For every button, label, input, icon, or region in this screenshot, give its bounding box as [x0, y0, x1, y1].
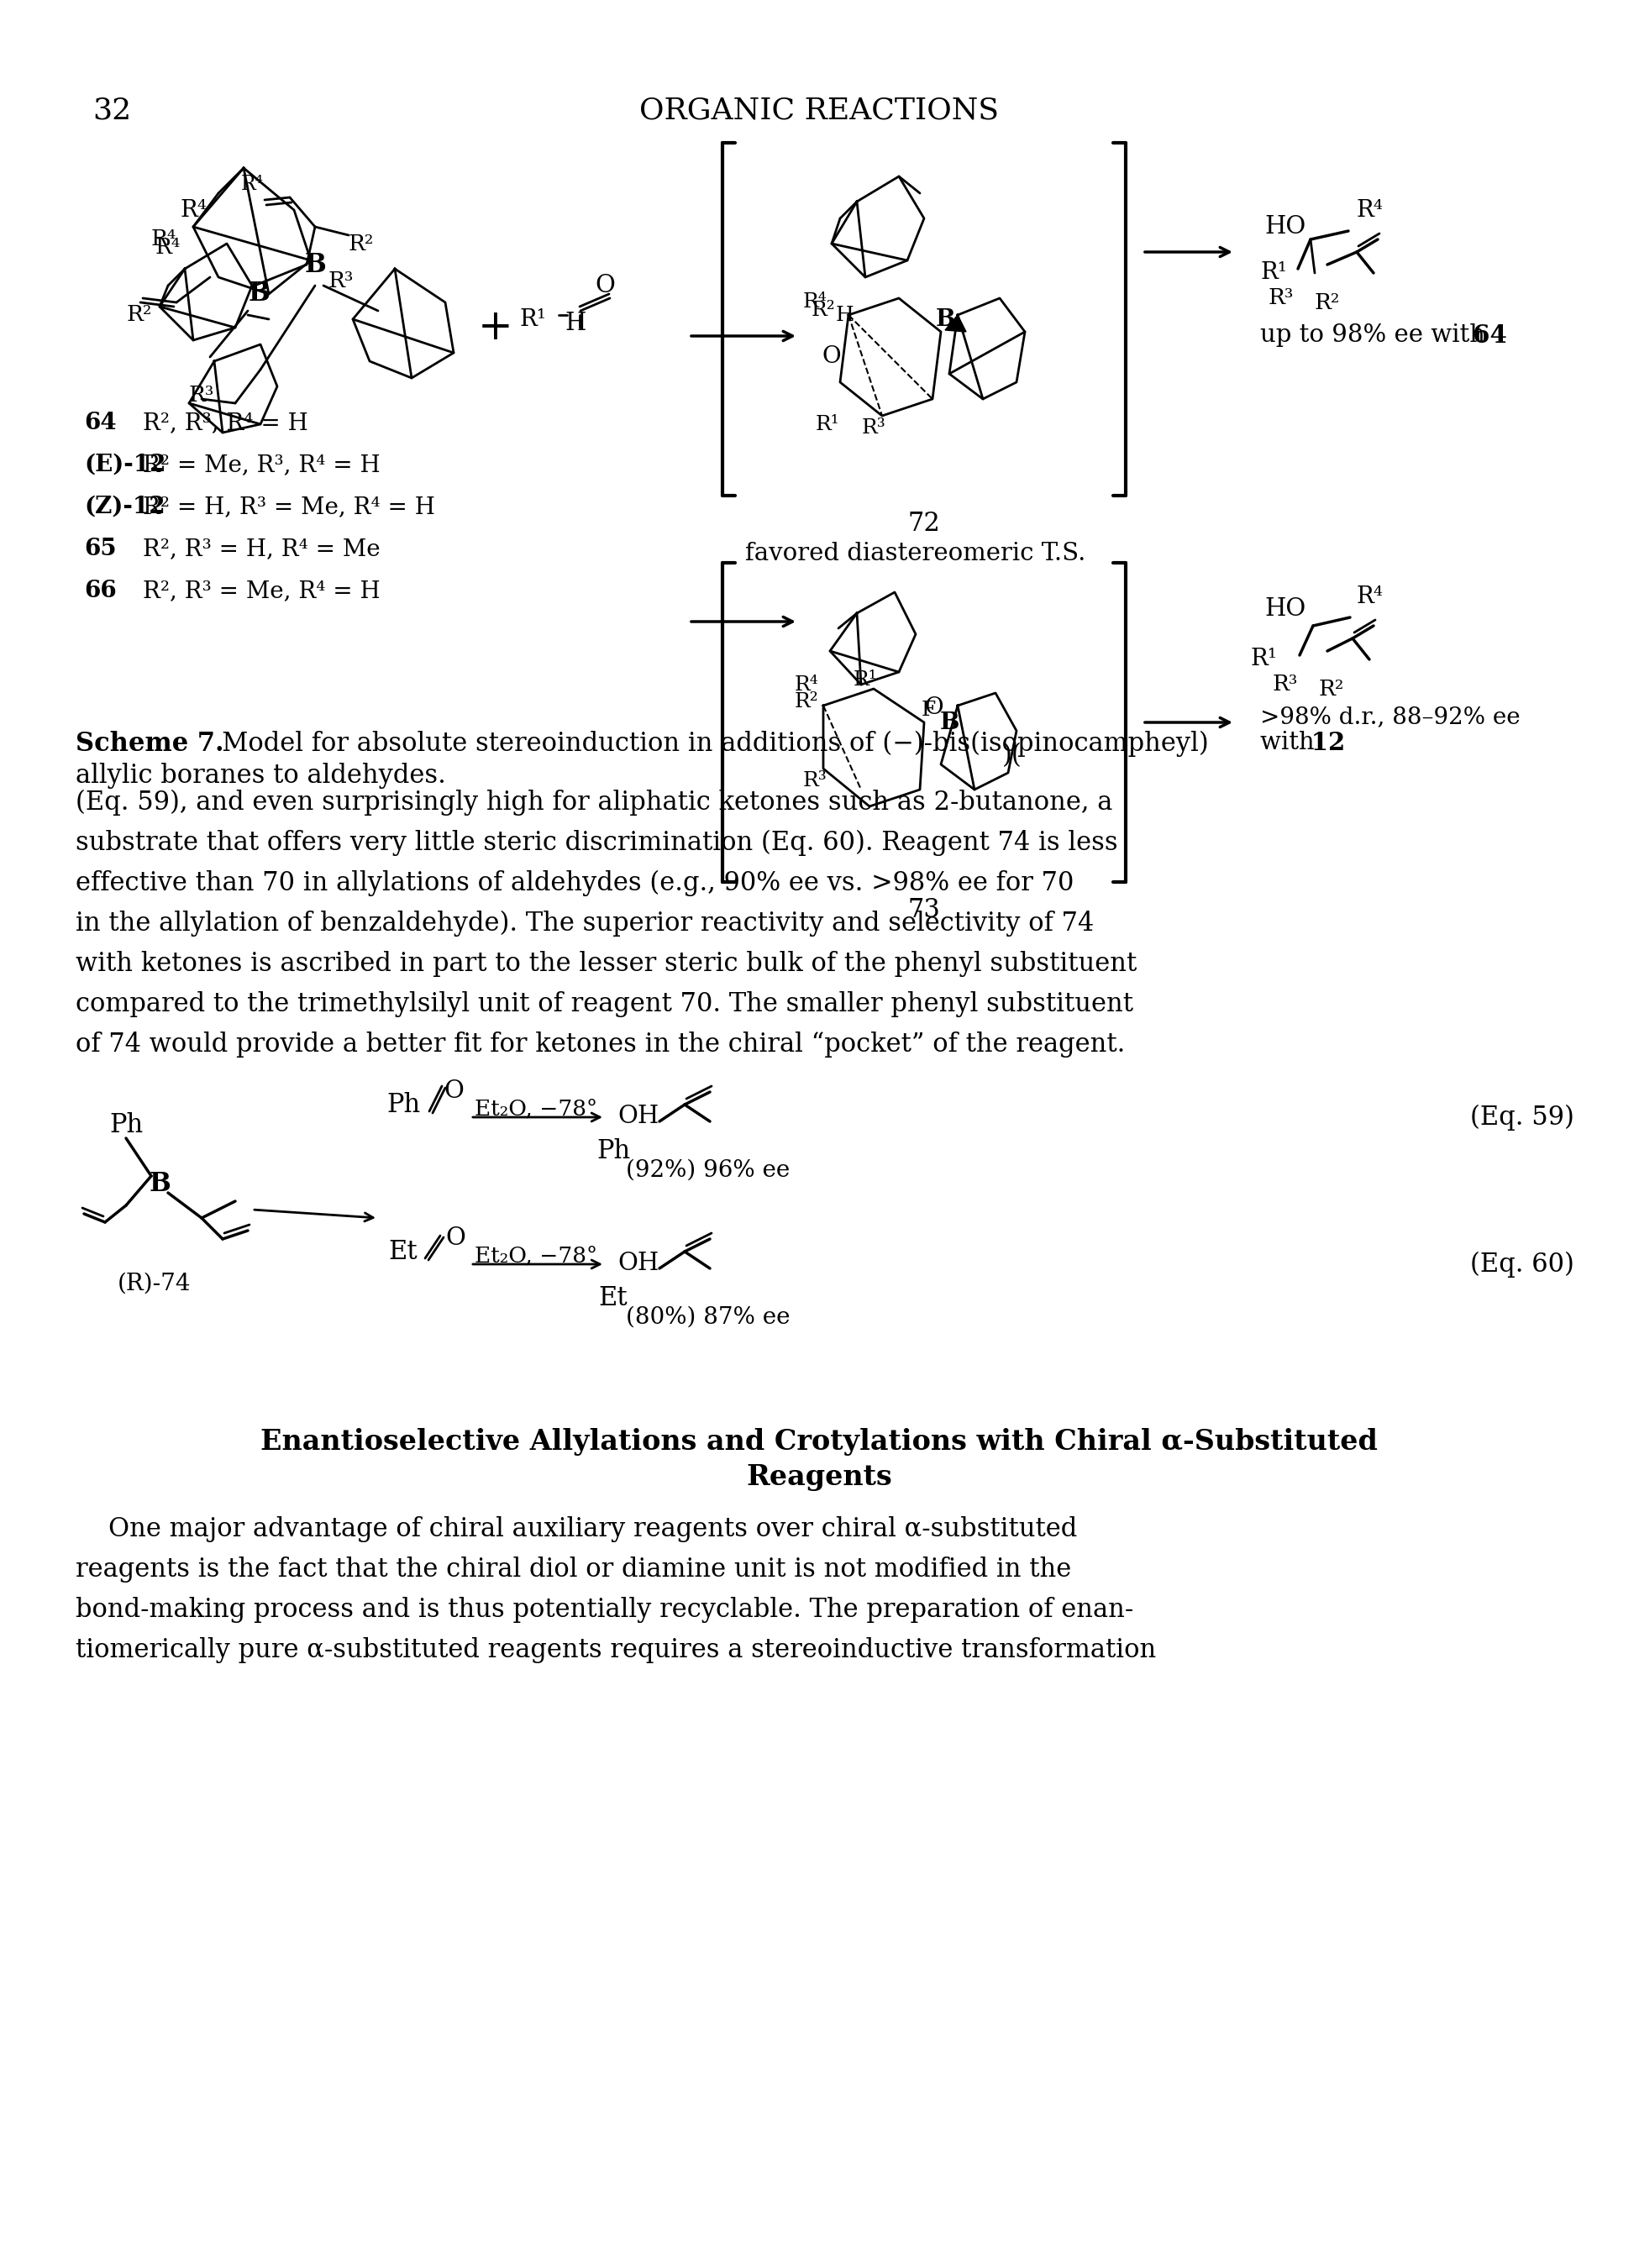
Text: Reagents: Reagents [746, 1463, 892, 1490]
Text: Et₂O, −78°: Et₂O, −78° [475, 1245, 597, 1268]
Text: 65: 65 [84, 538, 116, 560]
Text: (Eq. 59): (Eq. 59) [1470, 1105, 1573, 1129]
Text: (R)-74: (R)-74 [118, 1272, 192, 1295]
Text: 66: 66 [84, 581, 116, 603]
Text: bond-making process and is thus potentially recyclable. The preparation of enan-: bond-making process and is thus potentia… [75, 1597, 1134, 1624]
Text: R⁴: R⁴ [241, 175, 264, 195]
Text: (Eq. 59), and even surprisingly high for aliphatic ketones such as 2-butanone, a: (Eq. 59), and even surprisingly high for… [75, 789, 1113, 816]
Text: R¹: R¹ [1260, 261, 1287, 284]
Text: B: B [936, 308, 956, 331]
Text: ORGANIC REACTIONS: ORGANIC REACTIONS [639, 98, 998, 125]
Text: R¹: R¹ [854, 671, 877, 689]
Text: R³: R³ [1269, 288, 1293, 308]
Text: R⁴: R⁴ [180, 200, 207, 222]
Text: O: O [595, 274, 615, 297]
Text: R⁴: R⁴ [151, 229, 177, 249]
Text: 72: 72 [908, 510, 941, 538]
Text: compared to the trimethylsilyl unit of reagent 70. The smaller phenyl substituen: compared to the trimethylsilyl unit of r… [75, 991, 1133, 1018]
Text: 64: 64 [1260, 324, 1506, 347]
Text: R² = Me, R³, R⁴ = H: R² = Me, R³, R⁴ = H [143, 454, 380, 476]
Text: favored diastereomeric T.S.: favored diastereomeric T.S. [746, 542, 1087, 565]
Text: R², R³ = H, R⁴ = Me: R², R³ = H, R⁴ = Me [143, 538, 380, 560]
Text: B: B [247, 281, 269, 306]
Text: Et₂O, −78°: Et₂O, −78° [475, 1098, 597, 1120]
Text: reagents is the fact that the chiral diol or diamine unit is not modified in the: reagents is the fact that the chiral dio… [75, 1556, 1072, 1583]
Text: O: O [823, 345, 841, 367]
Text: in the allylation of benzaldehyde). The superior reactivity and selectivity of 7: in the allylation of benzaldehyde). The … [75, 909, 1093, 937]
Text: R⁴: R⁴ [1357, 200, 1383, 222]
Text: R²: R² [1319, 678, 1344, 699]
Text: (Z)-12: (Z)-12 [84, 497, 166, 519]
Text: Scheme 7.: Scheme 7. [75, 730, 225, 758]
Text: R²: R² [795, 692, 818, 712]
Text: O: O [444, 1080, 464, 1102]
Text: R⁴: R⁴ [1357, 585, 1383, 608]
Text: R² = H, R³ = Me, R⁴ = H: R² = H, R³ = Me, R⁴ = H [143, 497, 434, 519]
Text: R³: R³ [862, 420, 885, 438]
Text: R¹: R¹ [1251, 649, 1278, 671]
Text: Et: Et [598, 1286, 628, 1311]
Text: HO: HO [1264, 215, 1306, 238]
Text: B: B [305, 252, 326, 277]
Polygon shape [946, 315, 965, 331]
Text: (80%) 87% ee: (80%) 87% ee [626, 1306, 790, 1329]
Text: with: with [1260, 730, 1323, 755]
Text: Ph: Ph [110, 1114, 143, 1139]
Text: R¹: R¹ [520, 308, 547, 331]
Text: B: B [149, 1170, 170, 1198]
Text: R³: R³ [188, 383, 215, 406]
Text: 64: 64 [84, 411, 116, 433]
Text: O: O [446, 1227, 465, 1250]
Text: R²: R² [1314, 293, 1341, 313]
Text: R², R³ = Me, R⁴ = H: R², R³ = Me, R⁴ = H [143, 581, 380, 603]
Text: R⁴: R⁴ [795, 676, 818, 694]
Text: R²: R² [126, 304, 151, 327]
Text: with ketones is ascribed in part to the lesser steric bulk of the phenyl substit: with ketones is ascribed in part to the … [75, 950, 1137, 978]
Text: allylic boranes to aldehydes.: allylic boranes to aldehydes. [75, 762, 446, 789]
Text: >98% d.r., 88–92% ee: >98% d.r., 88–92% ee [1260, 705, 1521, 728]
Text: R², R³, R⁴ = H: R², R³, R⁴ = H [143, 411, 308, 433]
Text: H: H [836, 306, 854, 324]
Text: up to 98% ee with: up to 98% ee with [1260, 324, 1493, 347]
Text: Et: Et [388, 1238, 418, 1266]
Text: (92%) 96% ee: (92%) 96% ee [626, 1159, 790, 1182]
Text: R²: R² [811, 302, 836, 320]
Text: substrate that offers very little steric discrimination (Eq. 60). Reagent 74 is : substrate that offers very little steric… [75, 830, 1118, 855]
Text: (Eq. 60): (Eq. 60) [1470, 1252, 1573, 1277]
Text: R³: R³ [803, 771, 828, 792]
Text: of 74 would provide a better fit for ketones in the chiral “pocket” of the reage: of 74 would provide a better fit for ket… [75, 1032, 1126, 1057]
Text: Model for absolute stereoinduction in additions of (−)-bis(isopinocampheyl): Model for absolute stereoinduction in ad… [197, 730, 1208, 758]
Text: R³: R³ [1272, 674, 1298, 694]
Text: Ph: Ph [597, 1139, 629, 1163]
Text: R⁴: R⁴ [803, 293, 828, 313]
Text: B: B [939, 712, 959, 735]
Text: Enantioselective Allylations and Crotylations with Chiral α-Substituted: Enantioselective Allylations and Crotyla… [261, 1429, 1378, 1456]
Text: +: + [479, 306, 513, 349]
Text: (E)-12: (E)-12 [84, 454, 166, 476]
Text: One major advantage of chiral auxiliary reagents over chiral α-substituted: One major advantage of chiral auxiliary … [75, 1517, 1077, 1542]
Text: R⁴: R⁴ [156, 238, 180, 259]
Text: OH: OH [618, 1105, 659, 1127]
Text: )(: )( [1003, 744, 1023, 769]
Text: H: H [565, 311, 587, 336]
Text: effective than 70 in allylations of aldehydes (e.g., 90% ee vs. >98% ee for 70: effective than 70 in allylations of alde… [75, 871, 1074, 896]
Text: OH: OH [618, 1252, 659, 1275]
Text: O: O [924, 696, 942, 719]
Text: 32: 32 [92, 98, 131, 125]
Text: F: F [921, 701, 936, 719]
Text: 12: 12 [1260, 730, 1346, 755]
Text: R²: R² [349, 234, 374, 254]
Text: tiomerically pure α-substituted reagents requires a stereoinductive transformati: tiomerically pure α-substituted reagents… [75, 1637, 1155, 1662]
Text: 73: 73 [908, 898, 941, 923]
Text: Ph: Ph [387, 1091, 420, 1118]
Text: R¹: R¹ [816, 415, 839, 433]
Text: R³: R³ [328, 270, 354, 293]
Text: HO: HO [1264, 596, 1306, 621]
